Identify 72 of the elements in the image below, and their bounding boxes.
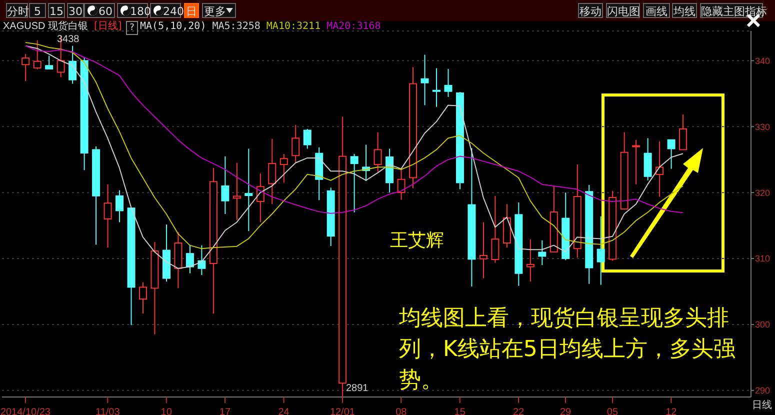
y-tick-label: 300 <box>755 320 770 330</box>
text: 5 <box>34 5 41 18</box>
candlestick <box>409 66 418 189</box>
y-tick-label: 320 <box>755 188 770 198</box>
y-tick-label: 340 <box>755 56 770 66</box>
candlestick <box>174 232 182 289</box>
candlestick <box>573 164 582 258</box>
x-tick-label: 24 <box>278 407 290 415</box>
candlestick <box>444 68 452 98</box>
x-tick-label: 22 <box>512 407 525 415</box>
annotation: 均线图上看，现货白银呈现多头排列，K线站在5日均线上方，多头强势。 <box>399 305 736 395</box>
legend-title: MA(5,10,20) <box>140 21 206 32</box>
candlestick <box>104 184 112 248</box>
line-series <box>24 45 684 214</box>
candlestick <box>221 156 230 214</box>
candlestick <box>209 167 218 314</box>
text: MA10:3211 <box>266 21 321 32</box>
candlestick <box>432 68 441 108</box>
x-tick-label: 12 <box>666 407 678 415</box>
candlestick <box>244 148 253 232</box>
y-tick-label: 290 <box>755 386 770 396</box>
text: 日 <box>186 5 197 18</box>
text: 闪电图 <box>607 5 640 18</box>
text: 15 <box>50 5 64 18</box>
text: 画线 <box>646 5 668 18</box>
candlestick <box>514 202 523 286</box>
x-tick-label: 10 <box>160 407 172 415</box>
annotation: 王艾辉 <box>390 229 444 252</box>
text: MA20:3168 <box>326 21 381 32</box>
text: 隐藏主图指标 <box>701 5 767 18</box>
text: 日线 <box>752 398 772 412</box>
y-tick-label: 310 <box>755 254 770 264</box>
text: 移动 <box>580 5 602 18</box>
text: 30 <box>68 5 82 18</box>
candlestick <box>232 162 241 220</box>
x-tick-label: 2014/10/23 <box>0 407 51 415</box>
x-tick-label: 12/01 <box>330 407 356 415</box>
x-tick-label: 11/03 <box>96 407 120 415</box>
annotation: ? <box>126 21 138 35</box>
candlestick <box>326 187 335 246</box>
candlestick <box>526 238 534 282</box>
candlestick <box>491 195 500 264</box>
candlestick <box>656 140 664 198</box>
candlestick <box>420 54 429 106</box>
text: 分时 <box>7 5 29 18</box>
text: 均线 <box>674 5 696 18</box>
candlestick <box>596 216 605 286</box>
candlestick <box>386 148 394 194</box>
candlestick <box>468 148 476 288</box>
legend-label: MA5:3258 <box>212 21 260 32</box>
candlestick <box>479 222 488 279</box>
x-tick-label: 29 <box>560 407 572 415</box>
candlestick <box>315 146 324 201</box>
candlestick <box>116 190 124 223</box>
annotation: 2891 <box>346 383 368 394</box>
x-tick-label: 05 <box>606 407 618 415</box>
candlestick <box>585 184 594 284</box>
chart-title: XAGUSD 现货白银 <box>3 21 88 33</box>
y-tick-label: 330 <box>755 122 770 132</box>
candlestick <box>268 138 276 205</box>
text: 240 <box>151 5 184 18</box>
candlestick <box>538 240 546 266</box>
candlestick <box>397 168 406 200</box>
chart-subtitle: [日线] <box>94 21 122 33</box>
x-tick-label: 15 <box>454 407 466 415</box>
candlestick <box>150 242 159 335</box>
candlestick <box>198 244 206 276</box>
x-tick-label: 08 <box>396 407 408 415</box>
x-tick-label: 17 <box>219 407 232 415</box>
text: 更多 <box>204 5 234 18</box>
text: 180 <box>118 5 151 18</box>
text: 60 <box>86 5 112 18</box>
